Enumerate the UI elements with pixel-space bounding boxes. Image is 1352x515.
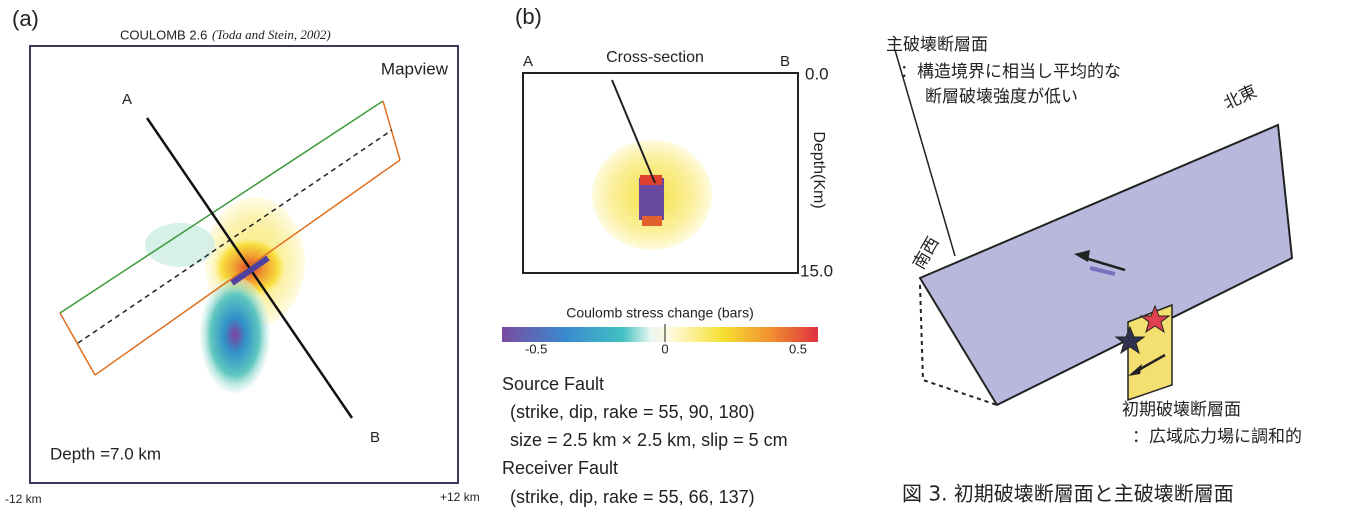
page: body { margin: 0; background: #fff; font…	[0, 0, 1352, 515]
depth-label: Depth =7.0 km	[50, 444, 161, 463]
depth-bottom: 15.0	[800, 261, 833, 280]
point-label: B	[780, 53, 790, 70]
colorbar-tick-label: 0	[661, 341, 668, 356]
colorbar-tick-label: -0.5	[525, 341, 547, 356]
main-fault-note: 断層破壊強度が低い	[925, 87, 1078, 107]
stress-positive-core	[642, 216, 662, 226]
depth-axis-label: Depth(Km)	[810, 131, 827, 208]
fault-text: size = 2.5 km × 2.5 km, slip = 5 cm	[510, 430, 788, 450]
fault-text: (strike, dip, rake = 55, 90, 180)	[510, 402, 755, 422]
initial-fault-label: 初期破壊断層面	[1122, 400, 1241, 420]
figure: (a) COULOMB 2.6 (Toda and Stein, 2002) M…	[0, 0, 1352, 515]
x-right-label: +12 km	[440, 490, 480, 504]
colorbar-title: Coulomb stress change (bars)	[566, 305, 754, 321]
main-fault-label: 主破壊断層面	[886, 35, 988, 55]
fault-text: Receiver Fault	[502, 458, 618, 478]
panel-label: (b)	[515, 4, 542, 29]
point-label: B	[370, 429, 380, 446]
stress-negative-lobe	[145, 223, 215, 267]
fault-text: (strike, dip, rake = 55, 66, 137)	[510, 487, 755, 507]
point-label: A	[122, 91, 132, 108]
main-fault-note: ：構造境界に相当し平均的な	[900, 62, 1121, 82]
point-label: A	[523, 53, 533, 70]
depth-top: 0.0	[805, 64, 829, 83]
x-left-label: -12 km	[5, 492, 42, 506]
citation: (Toda and Stein, 2002)	[212, 27, 331, 42]
fault-text: Source Fault	[502, 374, 604, 394]
colorbar-tick-label: 0.5	[789, 341, 807, 356]
section-title: Cross-section	[606, 49, 704, 66]
body: {"panel_a": {"label": "(a)", "program": …	[0, 0, 1352, 515]
caption: 図 3. 初期破壊断層面と主破壊断層面	[902, 482, 1234, 506]
view-label: Mapview	[381, 59, 449, 78]
program: COULOMB 2.6	[120, 27, 207, 42]
stress-positive-core	[640, 175, 662, 185]
initial-fault-note: ：広域応力場に調和的	[1132, 427, 1302, 447]
direction-label: 南西	[909, 234, 943, 273]
colorbar	[502, 327, 818, 342]
panel-label: (a)	[12, 6, 39, 31]
direction-label: 北東	[1221, 82, 1260, 114]
